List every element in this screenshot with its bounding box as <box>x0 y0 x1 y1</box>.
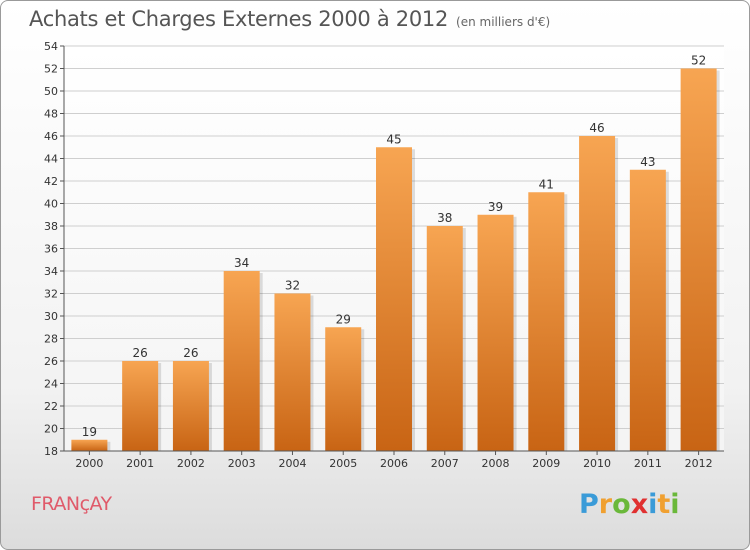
chart-title: Achats et Charges Externes 2000 à 2012 (e… <box>29 7 550 31</box>
bar-2001 <box>122 361 159 451</box>
logo-letter: P <box>579 489 599 520</box>
y-tick-label: 52 <box>44 63 58 76</box>
data-label-2010: 46 <box>589 121 604 135</box>
x-tick-label: 2001 <box>126 457 154 470</box>
bar-2012 <box>680 68 717 451</box>
data-label-2011: 43 <box>640 155 655 169</box>
proxiti-logo[interactable]: Proxiti <box>579 489 680 520</box>
bar-2007 <box>426 226 463 451</box>
bar-2008 <box>477 214 514 451</box>
logo-letter: i <box>648 489 658 520</box>
x-tick-label: 2010 <box>583 457 611 470</box>
x-tick-label: 2004 <box>278 457 306 470</box>
data-label-2001: 26 <box>133 346 148 360</box>
y-tick-label: 20 <box>44 423 58 436</box>
bar-2002 <box>172 361 209 451</box>
data-label-2005: 29 <box>336 312 351 326</box>
bar-2011 <box>629 169 666 451</box>
y-tick-label: 42 <box>44 175 58 188</box>
data-label-2009: 41 <box>539 177 554 191</box>
chart-title-text: Achats et Charges Externes 2000 à 2012 <box>29 7 449 31</box>
chart-subtitle: (en milliers d'€) <box>456 15 551 29</box>
bar-2009 <box>528 192 565 451</box>
x-tick-labels: 2000 2001 2002 2003 2004 2005 2006 2007 2008 2009… <box>75 451 713 470</box>
y-tick-label: 54 <box>44 40 58 53</box>
x-tick-label: 2008 <box>482 457 510 470</box>
x-tick-label: 2002 <box>177 457 205 470</box>
y-tick-label: 48 <box>44 108 58 121</box>
y-tick-label: 44 <box>44 153 58 166</box>
y-tick-label: 40 <box>44 198 58 211</box>
x-tick-label: 2011 <box>634 457 662 470</box>
bars <box>71 68 720 451</box>
logo-letter: i <box>670 489 680 520</box>
y-tick-label: 36 <box>44 243 58 256</box>
logo-letter: t <box>657 489 671 520</box>
bar-2000 <box>71 439 108 451</box>
data-label-2006: 45 <box>386 132 401 146</box>
data-label-2000: 19 <box>82 425 97 439</box>
y-tick-label: 24 <box>44 378 58 391</box>
logo-letter: x <box>630 489 649 520</box>
x-tick-label: 2003 <box>228 457 256 470</box>
logo-letter: r <box>598 489 613 520</box>
data-labels: 19 26 26 34 32 29 45 38 39 41 46 43 52 <box>82 54 707 439</box>
y-tick-label: 22 <box>44 400 58 413</box>
data-label-2003: 34 <box>234 256 249 270</box>
y-tick-label: 30 <box>44 310 58 323</box>
x-tick-label: 2007 <box>431 457 459 470</box>
y-tick-label: 34 <box>44 265 58 278</box>
commune-name: FRANçAY <box>31 493 112 515</box>
y-tick-label: 18 <box>44 445 58 458</box>
y-tick-labels: 18 20 22 24 26 28 30 32 34 36 38 40 42 44 46 48 50 52 54 <box>44 40 58 458</box>
x-tick-label: 2005 <box>329 457 357 470</box>
bar-2003 <box>223 271 260 451</box>
x-tick-label: 2012 <box>685 457 713 470</box>
y-tick-label: 50 <box>44 85 58 98</box>
data-label-2012: 52 <box>691 54 706 68</box>
bar-2005 <box>325 327 362 451</box>
data-label-2002: 26 <box>183 346 198 360</box>
bar-2006 <box>376 147 412 451</box>
x-tick-label: 2006 <box>380 457 408 470</box>
x-tick-label: 2009 <box>532 457 560 470</box>
x-tick-label: 2000 <box>75 457 103 470</box>
y-tick-label: 46 <box>44 130 58 143</box>
data-label-2007: 38 <box>437 211 452 225</box>
bar-2004 <box>274 293 311 451</box>
y-tick-label: 28 <box>44 333 58 346</box>
bar-2010 <box>579 136 616 451</box>
y-tick-label: 38 <box>44 220 58 233</box>
y-tick-label: 32 <box>44 288 58 301</box>
y-tick-label: 26 <box>44 355 58 368</box>
data-label-2008: 39 <box>488 200 503 214</box>
data-label-2004: 32 <box>285 279 300 293</box>
logo-letter: o <box>612 489 631 520</box>
